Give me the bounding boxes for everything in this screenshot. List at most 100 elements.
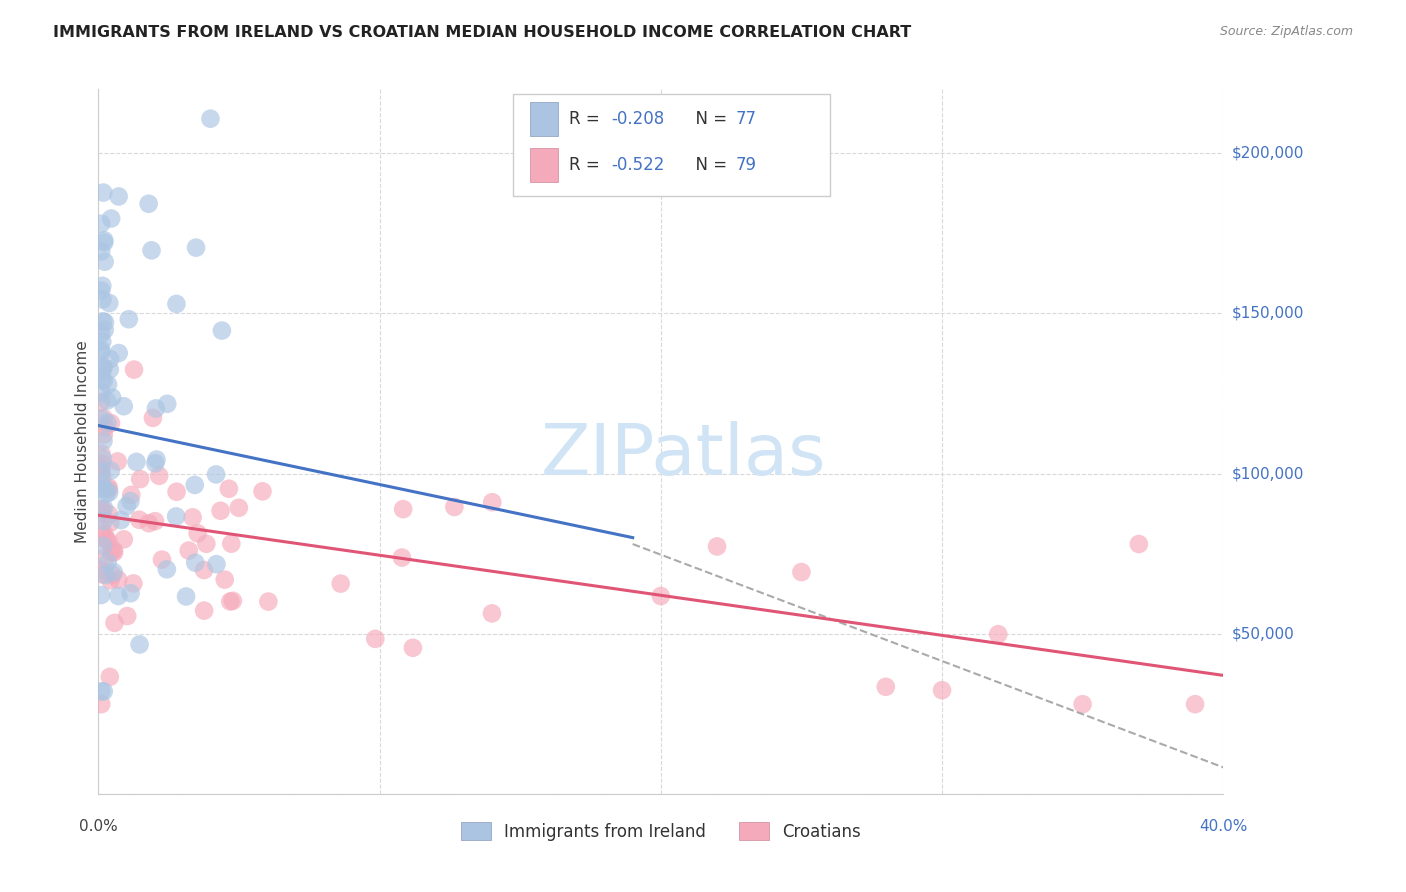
Point: [193, 604, 215, 618]
Point: [97, 480, 120, 494]
Point: [91, 502, 114, 516]
Point: [90, 385, 112, 400]
Point: [1184, 697, 1206, 711]
Point: [112, 399, 135, 413]
Point: [100, 211, 122, 226]
Point: [481, 607, 503, 621]
Point: [148, 468, 170, 483]
Point: [931, 683, 953, 698]
Point: [128, 638, 150, 652]
Point: [181, 510, 204, 524]
Point: [481, 495, 503, 509]
Point: [90, 475, 112, 490]
Point: [184, 556, 207, 570]
Point: [91, 483, 114, 497]
Point: [100, 545, 122, 559]
Point: [93, 323, 115, 337]
Point: [98, 670, 121, 684]
Point: [706, 540, 728, 554]
Point: [143, 456, 166, 470]
Point: [218, 482, 240, 496]
Point: [110, 513, 132, 527]
Point: [90, 364, 112, 378]
Point: [94, 315, 117, 329]
Point: [97, 482, 120, 496]
Point: [209, 504, 232, 518]
Point: [90, 345, 112, 359]
Point: [101, 567, 124, 582]
Point: [93, 233, 115, 247]
Point: [184, 478, 207, 492]
Point: [93, 411, 115, 425]
Point: [93, 235, 115, 250]
Text: $50,000: $50,000: [1232, 626, 1295, 641]
Point: [98, 352, 121, 367]
Point: [177, 543, 200, 558]
Point: [97, 377, 120, 392]
Point: [98, 485, 121, 500]
Point: [150, 552, 173, 566]
Point: [402, 640, 425, 655]
Text: $200,000: $200,000: [1232, 145, 1303, 161]
Point: [107, 573, 129, 587]
Point: [174, 590, 197, 604]
Text: IMMIGRANTS FROM IRELAND VS CROATIAN MEDIAN HOUSEHOLD INCOME CORRELATION CHART: IMMIGRANTS FROM IRELAND VS CROATIAN MEDI…: [53, 25, 911, 40]
Point: [96, 416, 118, 430]
Point: [90, 244, 112, 259]
Point: [118, 312, 141, 326]
Point: [107, 189, 129, 203]
Text: R =: R =: [569, 156, 606, 174]
Point: [228, 500, 250, 515]
Text: 40.0%: 40.0%: [1199, 819, 1247, 834]
Point: [96, 533, 118, 547]
Point: [91, 539, 114, 553]
Point: [90, 217, 112, 231]
Point: [221, 536, 243, 550]
Point: [98, 362, 121, 376]
Point: [142, 410, 165, 425]
Point: [93, 434, 115, 448]
Point: [1071, 697, 1094, 711]
Point: [138, 196, 160, 211]
Point: [100, 416, 122, 430]
Point: [93, 254, 115, 268]
Point: [97, 555, 120, 569]
Point: [90, 684, 112, 698]
Point: [195, 537, 218, 551]
Point: [122, 576, 145, 591]
Point: [650, 589, 672, 603]
Point: [125, 455, 148, 469]
Point: [93, 684, 115, 698]
Point: [98, 516, 121, 530]
Point: [90, 343, 112, 357]
Point: [391, 550, 413, 565]
Point: [93, 501, 115, 516]
Point: [94, 532, 117, 546]
Point: [98, 296, 121, 310]
Point: [129, 472, 152, 486]
Point: [91, 373, 114, 387]
Point: [112, 533, 135, 547]
Point: [165, 297, 187, 311]
Point: [97, 507, 120, 521]
Text: N =: N =: [685, 156, 733, 174]
Point: [90, 505, 112, 519]
Point: [141, 244, 163, 258]
Point: [107, 589, 129, 603]
Point: [91, 451, 114, 466]
Point: [120, 494, 142, 508]
Point: [90, 284, 112, 298]
Point: [90, 465, 112, 479]
Point: [145, 452, 167, 467]
Point: [90, 395, 112, 409]
Text: 0.0%: 0.0%: [79, 819, 118, 834]
Point: [145, 401, 167, 416]
Point: [156, 562, 179, 576]
Point: [91, 293, 114, 307]
Point: [115, 609, 138, 624]
Point: [222, 594, 245, 608]
Point: [94, 420, 117, 434]
Point: [103, 565, 125, 579]
Point: [103, 545, 125, 559]
Point: [97, 534, 120, 549]
